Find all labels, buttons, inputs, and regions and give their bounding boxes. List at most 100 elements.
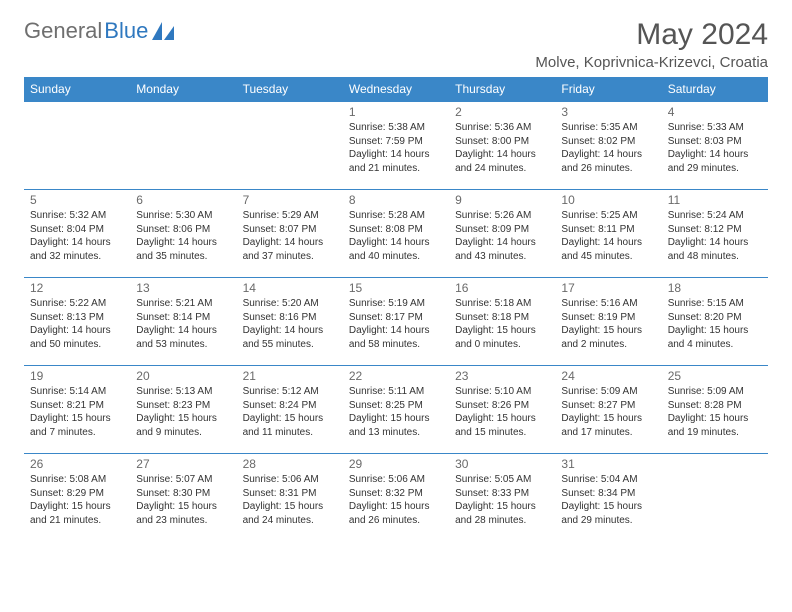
- day-number: 27: [136, 457, 230, 471]
- month-title: May 2024: [535, 18, 768, 52]
- sunrise-line: Sunrise: 5:16 AM: [561, 297, 655, 311]
- calendar-day-cell: 5Sunrise: 5:32 AMSunset: 8:04 PMDaylight…: [24, 190, 130, 278]
- calendar-day-cell: 21 Sunrise: 5:12 AMSunset: 8:24 PMDayligh…: [237, 366, 343, 454]
- calendar-day-cell: 9Sunrise: 5:26 AMSunset: 8:09 PMDaylight…: [449, 190, 555, 278]
- daylight-line: Daylight: 14 hours and 24 minutes.: [455, 148, 549, 175]
- day-number: 29: [349, 457, 443, 471]
- day-number: 2: [455, 105, 549, 119]
- day-number: 21: [243, 369, 337, 383]
- sunset-line: Sunset: 8:12 PM: [668, 223, 762, 237]
- day-details: Sunrise: 5:19 AMSunset: 8:17 PMDaylight:…: [349, 297, 443, 351]
- sunset-line: Sunset: 8:27 PM: [561, 399, 655, 413]
- sunrise-line: Sunrise: 5:38 AM: [349, 121, 443, 135]
- sunrise-line: Sunrise: 5:06 AM: [349, 473, 443, 487]
- day-number: 11: [668, 193, 762, 207]
- calendar-page: GeneralBlue May 2024 Molve, Koprivnica-K…: [0, 0, 792, 559]
- daylight-line: Daylight: 14 hours and 32 minutes.: [30, 236, 124, 263]
- sunrise-line: Sunrise: 5:10 AM: [455, 385, 549, 399]
- daylight-line: Daylight: 14 hours and 50 minutes.: [30, 324, 124, 351]
- sunset-line: Sunset: 8:26 PM: [455, 399, 549, 413]
- day-details: Sunrise: 5:12 AMSunset: 8:24 PMDaylight:…: [243, 385, 337, 439]
- sunrise-line: Sunrise: 5:32 AM: [30, 209, 124, 223]
- calendar-day-cell: 20 Sunrise: 5:13 AMSunset: 8:23 PMDayligh…: [130, 366, 236, 454]
- day-header: Tuesday: [237, 77, 343, 102]
- sunrise-line: Sunrise: 5:35 AM: [561, 121, 655, 135]
- page-header: GeneralBlue May 2024 Molve, Koprivnica-K…: [24, 18, 768, 71]
- calendar-day-cell: 17Sunrise: 5:16 AMSunset: 8:19 PMDayligh…: [555, 278, 661, 366]
- calendar-day-cell: 26 Sunrise: 5:08 AMSunset: 8:29 PMDayligh…: [24, 454, 130, 542]
- day-header: Thursday: [449, 77, 555, 102]
- sunrise-line: Sunrise: 5:04 AM: [561, 473, 655, 487]
- calendar-day-cell: 24 Sunrise: 5:09 AMSunset: 8:27 PMDayligh…: [555, 366, 661, 454]
- sunrise-line: Sunrise: 5:21 AM: [136, 297, 230, 311]
- location-text: Molve, Koprivnica-Krizevci, Croatia: [535, 54, 768, 71]
- day-details: Sunrise: 5:22 AMSunset: 8:13 PMDaylight:…: [30, 297, 124, 351]
- daylight-line: Daylight: 14 hours and 29 minutes.: [668, 148, 762, 175]
- day-header: Saturday: [662, 77, 768, 102]
- day-details: Sunrise: 5:28 AMSunset: 8:08 PMDaylight:…: [349, 209, 443, 263]
- sunset-line: Sunset: 8:30 PM: [136, 487, 230, 501]
- day-details: Sunrise: 5:33 AMSunset: 8:03 PMDaylight:…: [668, 121, 762, 175]
- calendar-table: SundayMondayTuesdayWednesdayThursdayFrid…: [24, 77, 768, 541]
- sunrise-line: Sunrise: 5:13 AM: [136, 385, 230, 399]
- calendar-week-row: 19Sunrise: 5:14 AMSunset: 8:21 PMDayligh…: [24, 366, 768, 454]
- day-number: 19: [30, 369, 124, 383]
- daylight-line: Daylight: 14 hours and 58 minutes.: [349, 324, 443, 351]
- day-details: Sunrise: 5:18 AMSunset: 8:18 PMDaylight:…: [455, 297, 549, 351]
- sunset-line: Sunset: 8:21 PM: [30, 399, 124, 413]
- sunrise-line: Sunrise: 5:05 AM: [455, 473, 549, 487]
- daylight-line: Daylight: 14 hours and 21 minutes.: [349, 148, 443, 175]
- calendar-day-cell: 22Sunrise: 5:11 AMSunset: 8:25 PMDayligh…: [343, 366, 449, 454]
- sunrise-line: Sunrise: 5:29 AM: [243, 209, 337, 223]
- sunset-line: Sunset: 8:23 PM: [136, 399, 230, 413]
- sunset-line: Sunset: 8:07 PM: [243, 223, 337, 237]
- calendar-day-cell: [130, 102, 236, 190]
- day-number: 26: [30, 457, 124, 471]
- daylight-line: Daylight: 15 hours and 23 minutes.: [136, 500, 230, 527]
- calendar-day-cell: 2 Sunrise: 5:36 AMSunset: 8:00 PMDaylight…: [449, 102, 555, 190]
- daylight-line: Daylight: 14 hours and 45 minutes.: [561, 236, 655, 263]
- sunset-line: Sunset: 8:06 PM: [136, 223, 230, 237]
- sunset-line: Sunset: 8:28 PM: [668, 399, 762, 413]
- calendar-day-cell: 14Sunrise: 5:20 AMSunset: 8:16 PMDayligh…: [237, 278, 343, 366]
- day-number: 24: [561, 369, 655, 383]
- day-number: 22: [349, 369, 443, 383]
- daylight-line: Daylight: 15 hours and 9 minutes.: [136, 412, 230, 439]
- day-details: Sunrise: 5:29 AMSunset: 8:07 PMDaylight:…: [243, 209, 337, 263]
- calendar-week-row: 1Sunrise: 5:38 AMSunset: 7:59 PMDaylight…: [24, 102, 768, 190]
- calendar-day-cell: 31Sunrise: 5:04 AMSunset: 8:34 PMDayligh…: [555, 454, 661, 542]
- sunset-line: Sunset: 8:03 PM: [668, 135, 762, 149]
- daylight-line: Daylight: 14 hours and 55 minutes.: [243, 324, 337, 351]
- daylight-line: Daylight: 14 hours and 53 minutes.: [136, 324, 230, 351]
- day-details: Sunrise: 5:36 AMSunset: 8:00 PMDaylight:…: [455, 121, 549, 175]
- sunrise-line: Sunrise: 5:19 AM: [349, 297, 443, 311]
- day-number: 30: [455, 457, 549, 471]
- logo: GeneralBlue: [24, 18, 176, 44]
- day-number: 3: [561, 105, 655, 119]
- daylight-line: Daylight: 14 hours and 37 minutes.: [243, 236, 337, 263]
- sunset-line: Sunset: 8:34 PM: [561, 487, 655, 501]
- sunrise-line: Sunrise: 5:11 AM: [349, 385, 443, 399]
- day-details: Sunrise: 5:24 AMSunset: 8:12 PMDaylight:…: [668, 209, 762, 263]
- calendar-week-row: 26Sunrise: 5:08 AMSunset: 8:29 PMDayligh…: [24, 454, 768, 542]
- sunrise-line: Sunrise: 5:08 AM: [30, 473, 124, 487]
- logo-sail-icon: [152, 22, 176, 40]
- daylight-line: Daylight: 14 hours and 40 minutes.: [349, 236, 443, 263]
- sunrise-line: Sunrise: 5:33 AM: [668, 121, 762, 135]
- day-details: Sunrise: 5:09 AMSunset: 8:27 PMDaylight:…: [561, 385, 655, 439]
- calendar-day-cell: 28Sunrise: 5:06 AMSunset: 8:31 PMDayligh…: [237, 454, 343, 542]
- daylight-line: Daylight: 15 hours and 19 minutes.: [668, 412, 762, 439]
- day-details: Sunrise: 5:15 AMSunset: 8:20 PMDaylight:…: [668, 297, 762, 351]
- day-number: 20: [136, 369, 230, 383]
- daylight-line: Daylight: 14 hours and 43 minutes.: [455, 236, 549, 263]
- day-details: Sunrise: 5:21 AMSunset: 8:14 PMDaylight:…: [136, 297, 230, 351]
- daylight-line: Daylight: 15 hours and 15 minutes.: [455, 412, 549, 439]
- day-number: 1: [349, 105, 443, 119]
- sunset-line: Sunset: 8:33 PM: [455, 487, 549, 501]
- day-details: Sunrise: 5:25 AMSunset: 8:11 PMDaylight:…: [561, 209, 655, 263]
- day-details: Sunrise: 5:08 AMSunset: 8:29 PMDaylight:…: [30, 473, 124, 527]
- day-number: 6: [136, 193, 230, 207]
- day-details: Sunrise: 5:13 AMSunset: 8:23 PMDaylight:…: [136, 385, 230, 439]
- sunset-line: Sunset: 8:29 PM: [30, 487, 124, 501]
- calendar-day-cell: 1Sunrise: 5:38 AMSunset: 7:59 PMDaylight…: [343, 102, 449, 190]
